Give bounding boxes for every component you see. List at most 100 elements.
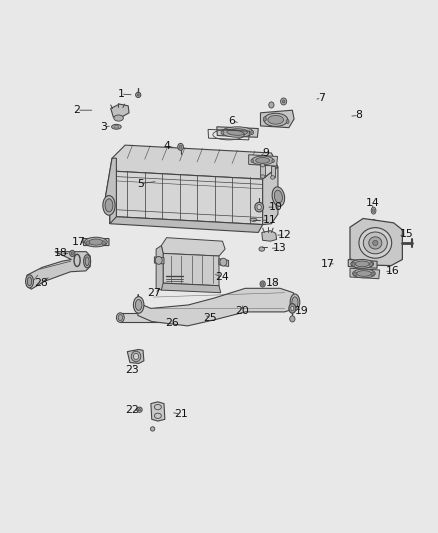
Text: 21: 21 <box>174 409 187 419</box>
Ellipse shape <box>357 271 371 276</box>
Polygon shape <box>117 171 263 224</box>
Text: 25: 25 <box>203 313 217 323</box>
Text: 18: 18 <box>54 248 68 259</box>
Polygon shape <box>350 219 403 265</box>
Polygon shape <box>151 402 165 421</box>
Ellipse shape <box>137 94 139 96</box>
Ellipse shape <box>261 282 264 286</box>
Ellipse shape <box>250 218 257 221</box>
Text: 15: 15 <box>400 229 413 239</box>
Ellipse shape <box>70 251 75 256</box>
Ellipse shape <box>155 256 162 264</box>
Text: 17: 17 <box>71 237 85 247</box>
Text: 4: 4 <box>163 141 170 151</box>
Polygon shape <box>111 104 129 117</box>
Text: 14: 14 <box>366 198 380 208</box>
Text: 10: 10 <box>269 202 283 212</box>
Ellipse shape <box>371 207 376 214</box>
Text: 9: 9 <box>263 148 270 158</box>
Ellipse shape <box>373 240 378 246</box>
Polygon shape <box>263 167 278 224</box>
Text: 26: 26 <box>165 318 179 328</box>
Text: 18: 18 <box>265 278 279 288</box>
Text: 28: 28 <box>34 278 48 288</box>
Ellipse shape <box>281 98 287 105</box>
Polygon shape <box>83 239 109 246</box>
Polygon shape <box>106 158 117 224</box>
Ellipse shape <box>259 247 265 251</box>
Polygon shape <box>217 127 258 138</box>
Ellipse shape <box>138 409 141 411</box>
Ellipse shape <box>286 119 289 124</box>
Ellipse shape <box>137 407 142 413</box>
Ellipse shape <box>27 277 32 286</box>
Ellipse shape <box>84 255 91 268</box>
Text: 12: 12 <box>278 230 291 240</box>
Text: 2: 2 <box>74 105 81 115</box>
Ellipse shape <box>372 221 374 224</box>
Ellipse shape <box>105 199 113 212</box>
Ellipse shape <box>369 237 382 249</box>
Ellipse shape <box>164 314 169 321</box>
Polygon shape <box>219 259 229 266</box>
Ellipse shape <box>260 281 265 287</box>
Ellipse shape <box>103 196 115 215</box>
Polygon shape <box>262 231 277 241</box>
Ellipse shape <box>220 258 227 266</box>
Polygon shape <box>163 253 219 286</box>
Ellipse shape <box>86 241 90 245</box>
Text: 27: 27 <box>148 288 161 298</box>
Polygon shape <box>350 268 380 279</box>
Polygon shape <box>348 260 377 268</box>
Ellipse shape <box>371 231 376 239</box>
Bar <box>271 166 275 177</box>
Ellipse shape <box>89 239 103 245</box>
Ellipse shape <box>71 252 74 255</box>
Ellipse shape <box>261 164 265 167</box>
Ellipse shape <box>255 203 264 212</box>
Ellipse shape <box>292 297 298 308</box>
Ellipse shape <box>85 257 89 265</box>
Ellipse shape <box>25 275 33 288</box>
Ellipse shape <box>261 175 265 179</box>
Ellipse shape <box>371 272 374 276</box>
Ellipse shape <box>269 102 274 108</box>
Ellipse shape <box>263 117 266 121</box>
Ellipse shape <box>363 232 387 254</box>
Text: 8: 8 <box>355 110 362 120</box>
Text: 13: 13 <box>272 243 286 253</box>
Ellipse shape <box>257 205 261 210</box>
Ellipse shape <box>272 159 275 163</box>
Ellipse shape <box>290 294 300 311</box>
Ellipse shape <box>136 92 141 98</box>
Ellipse shape <box>353 269 375 278</box>
Ellipse shape <box>290 316 295 322</box>
Text: 7: 7 <box>318 93 325 103</box>
Ellipse shape <box>150 427 155 431</box>
Polygon shape <box>154 257 164 264</box>
Ellipse shape <box>274 190 283 203</box>
Ellipse shape <box>179 145 182 149</box>
Ellipse shape <box>178 143 184 150</box>
Polygon shape <box>138 288 297 326</box>
Polygon shape <box>261 110 294 128</box>
Ellipse shape <box>264 113 288 126</box>
Ellipse shape <box>102 241 106 245</box>
Ellipse shape <box>134 297 144 313</box>
Text: 20: 20 <box>235 306 249 316</box>
Text: 19: 19 <box>295 306 309 316</box>
Ellipse shape <box>252 156 274 165</box>
Ellipse shape <box>251 159 254 163</box>
Text: 6: 6 <box>229 116 236 126</box>
Text: 23: 23 <box>126 365 139 375</box>
Polygon shape <box>161 283 221 293</box>
Ellipse shape <box>112 124 121 129</box>
Polygon shape <box>106 158 117 224</box>
Ellipse shape <box>352 262 355 266</box>
Ellipse shape <box>351 260 374 268</box>
Ellipse shape <box>131 351 141 362</box>
Ellipse shape <box>134 353 139 359</box>
Ellipse shape <box>135 300 142 310</box>
Ellipse shape <box>372 233 374 237</box>
Ellipse shape <box>354 272 357 276</box>
